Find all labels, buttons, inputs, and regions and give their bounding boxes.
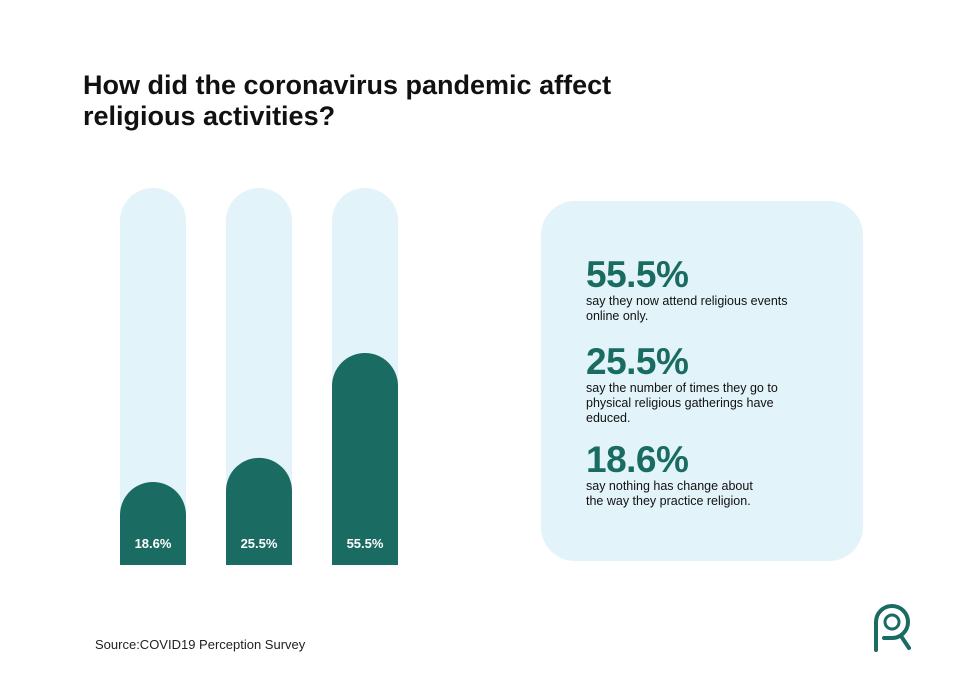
stat-description: say nothing has change about the way the…: [586, 479, 846, 509]
stat-item: 18.6% say nothing has change about the w…: [586, 441, 846, 509]
stat-desc-line: educed.: [586, 411, 631, 425]
stat-item: 25.5% say the number of times they go to…: [586, 343, 846, 426]
bar: [120, 482, 186, 565]
bar-value-label: 55.5%: [347, 536, 384, 551]
stat-value: 55.5%: [586, 254, 689, 295]
stat-description: say the number of times they go to physi…: [586, 381, 846, 426]
stat-desc-line: say the number of times they go to: [586, 381, 778, 395]
stat-value: 18.6%: [586, 439, 689, 480]
stat-desc-line: physical religious gatherings have: [586, 396, 774, 410]
stat-value: 25.5%: [586, 341, 689, 382]
page-title: How did the coronavirus pandemic affect …: [83, 70, 612, 131]
stat-desc-line: say they now attend religious events: [586, 294, 788, 308]
stat-desc-line: online only.: [586, 309, 649, 323]
stat-desc-line: say nothing has change about: [586, 479, 753, 493]
bar: [226, 457, 292, 565]
source-note: Source:COVID19 Perception Survey: [95, 637, 306, 652]
stats-panel: 55.5% say they now attend religious even…: [541, 201, 863, 561]
bar-value-label: 18.6%: [135, 536, 172, 551]
stat-item: 55.5% say they now attend religious even…: [586, 256, 846, 324]
bar: [332, 353, 398, 565]
magnifier-logo-icon: [874, 604, 911, 652]
bar-value-label: 25.5%: [241, 536, 278, 551]
bar-track: [120, 188, 186, 565]
stat-desc-line: the way they practice religion.: [586, 494, 751, 508]
stat-description: say they now attend religious events onl…: [586, 294, 846, 324]
